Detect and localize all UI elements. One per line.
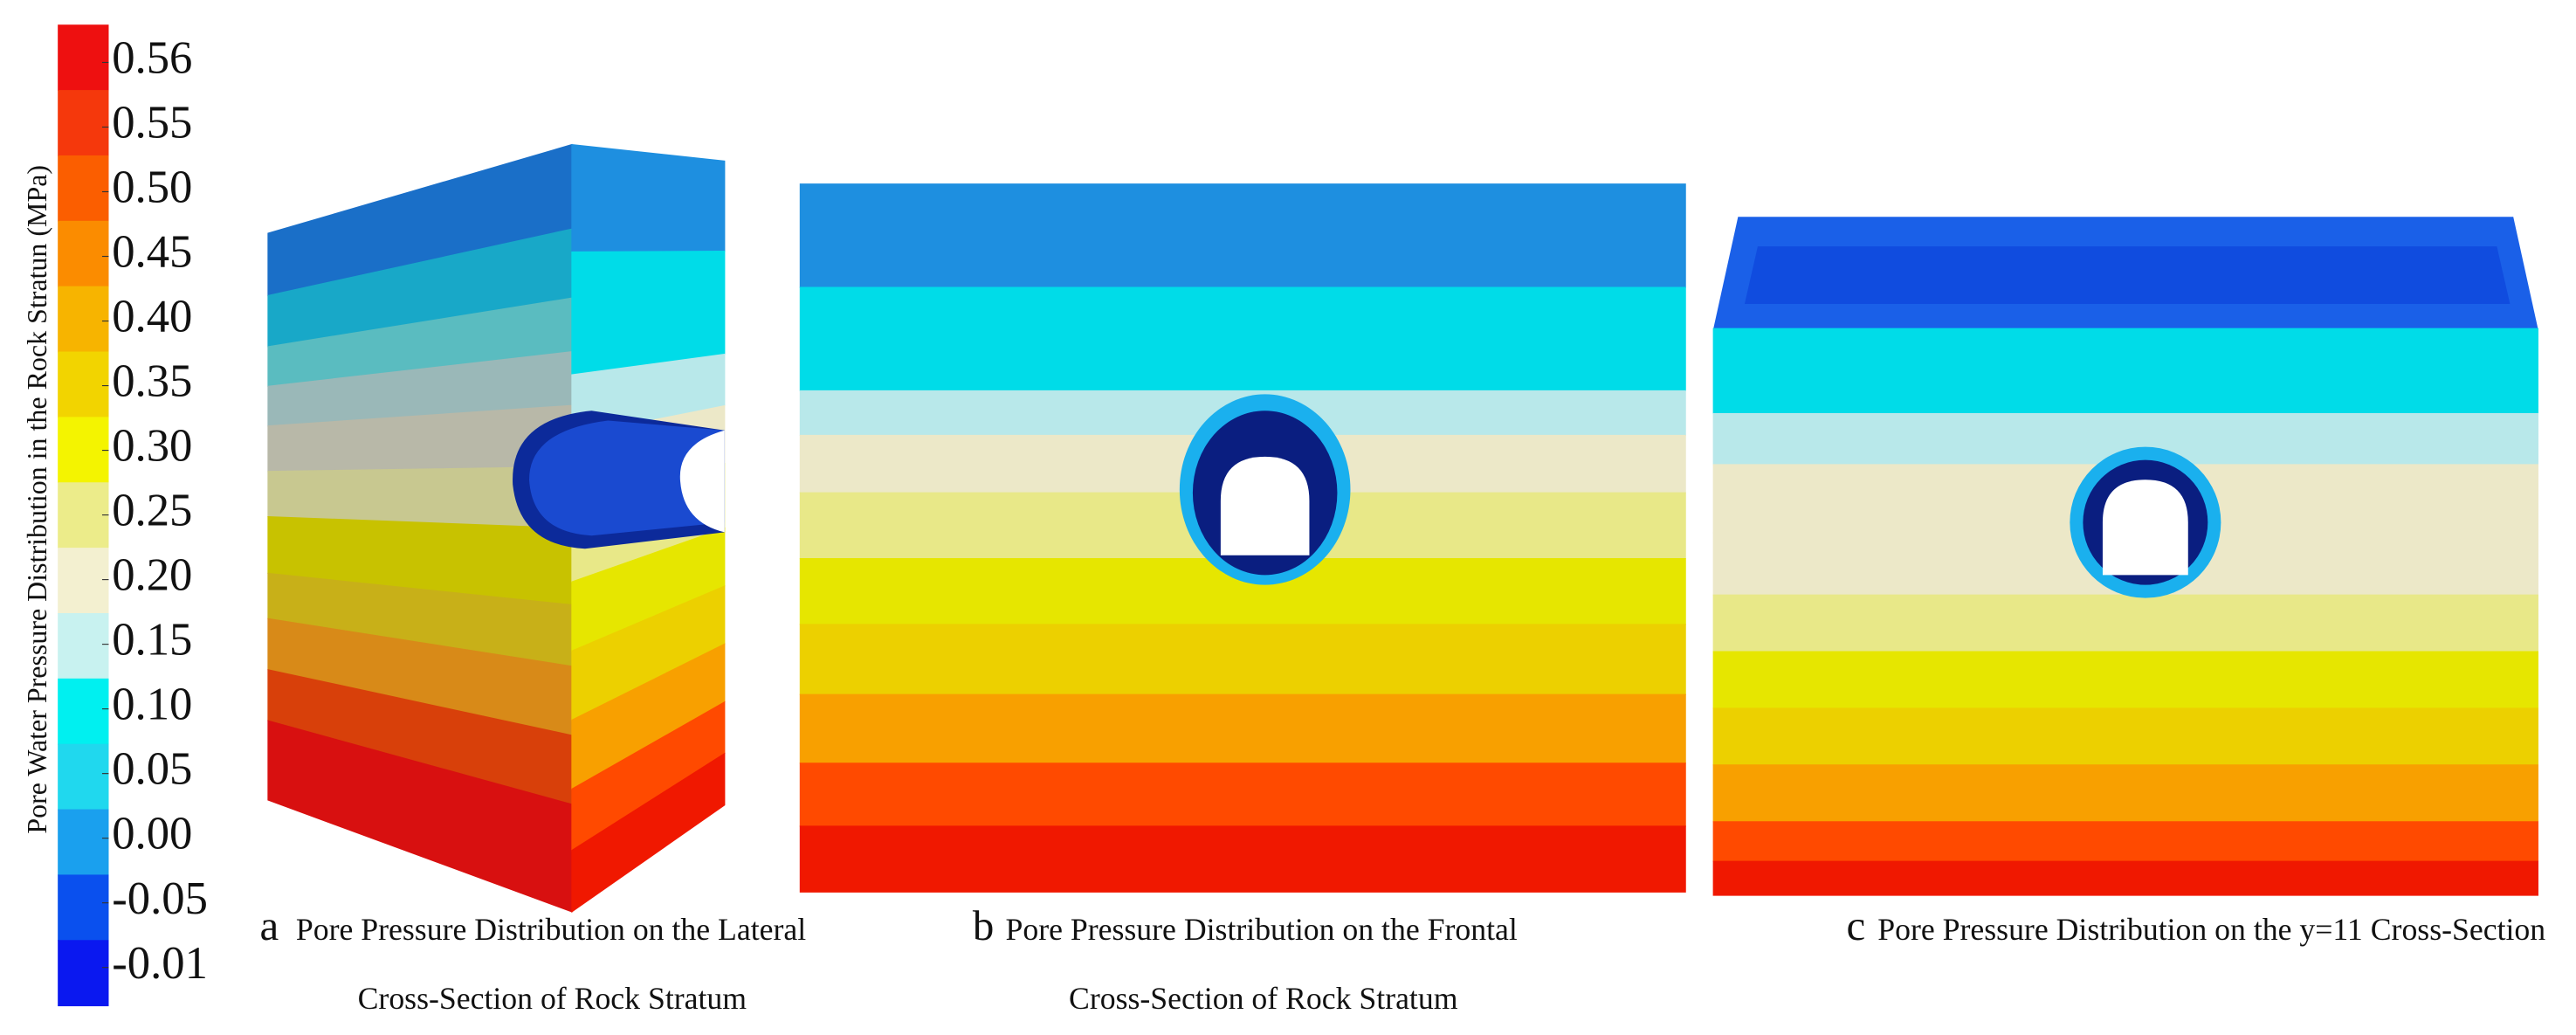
colorbar-swatch <box>58 286 109 353</box>
panel-letter: a <box>260 901 279 949</box>
colorbar-swatch <box>58 743 109 811</box>
contour-band <box>571 752 726 914</box>
colorbar-title: Pore Water Pressure Distribution in the … <box>22 165 52 834</box>
tick-label: 0.50 <box>112 162 192 213</box>
tick-label: 0.05 <box>112 744 192 795</box>
tick-label: 0.30 <box>112 421 192 472</box>
tick-label: 0.25 <box>112 486 192 536</box>
colorbar-swatch <box>58 548 109 614</box>
colorbar-swatch <box>58 90 109 156</box>
colorbar-swatch <box>58 678 109 745</box>
contour-band <box>1712 764 2538 823</box>
tunnel-inner <box>529 420 725 536</box>
contour-band <box>1712 594 2538 652</box>
contour-band <box>799 183 1686 288</box>
contour-band <box>1712 328 2538 415</box>
contour-band <box>799 825 1686 893</box>
contour-band <box>799 762 1686 827</box>
panel-caption: Cross-Section of Rock Stratum <box>358 981 747 1016</box>
panel-letter: b <box>973 901 994 949</box>
contour-band <box>571 250 726 376</box>
colorbar-swatch <box>58 155 109 222</box>
contour-band <box>571 143 726 253</box>
panel-caption: Pore Pressure Distribution on the Latera… <box>296 912 806 947</box>
tunnel-opening <box>2102 480 2188 576</box>
colorbar-swatch <box>58 940 109 1007</box>
tick-label: 0.55 <box>112 98 192 148</box>
top-face-patch <box>1744 246 2511 304</box>
tunnel-opening <box>1220 456 1310 555</box>
tunnel-opening <box>679 430 725 533</box>
tick-label: -0.05 <box>112 873 208 924</box>
contour-band <box>1712 821 2538 862</box>
colorbar-swatch <box>58 612 109 680</box>
contour-band <box>799 693 1686 764</box>
contour-band <box>1712 707 2538 766</box>
panel-caption: Pore Pressure Distribution on the Fronta… <box>1005 912 1517 947</box>
tick-label: 0.56 <box>112 33 192 84</box>
colorbar-swatch <box>58 220 109 287</box>
colorbar-swatch <box>58 24 109 92</box>
colorbar-swatch <box>58 874 109 942</box>
contour-band <box>799 286 1686 391</box>
tick-label: 0.45 <box>112 227 192 278</box>
tick-label: -0.01 <box>112 938 208 989</box>
tick-label: 0.40 <box>112 292 192 342</box>
tick-label: 0.15 <box>112 615 192 666</box>
tick-label: 0.20 <box>112 550 192 601</box>
contour-band <box>1712 860 2538 896</box>
panel-caption: Pore Pressure Distribution on the y=11 C… <box>1877 912 2545 947</box>
panel-letter: c <box>1847 901 1866 949</box>
tick-label: 0.35 <box>112 356 192 407</box>
colorbar-swatch <box>58 482 109 549</box>
colorbar-swatch <box>58 809 109 876</box>
tick-label: 0.10 <box>112 680 192 730</box>
colorbar-swatch <box>58 351 109 418</box>
panel-caption: Cross-Section of Rock Stratum <box>1069 981 1458 1016</box>
contour-band <box>1712 651 2538 709</box>
colorbar-swatch <box>58 417 109 484</box>
contour-band <box>799 624 1686 695</box>
tick-label: 0.00 <box>112 809 192 859</box>
